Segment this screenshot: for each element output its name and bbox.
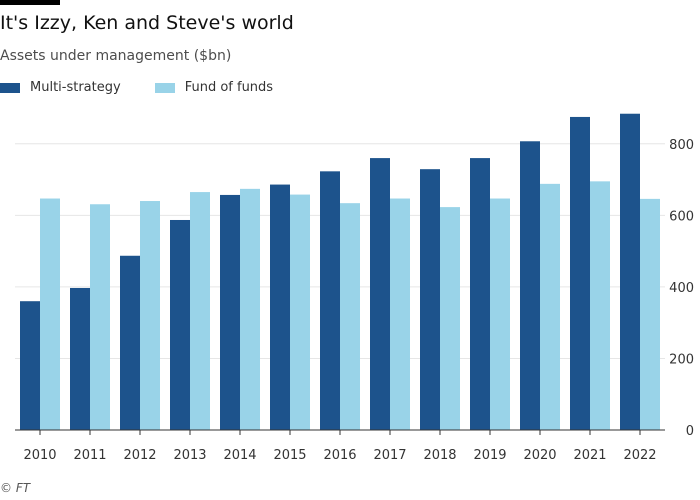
- legend-item-fund-of-funds: Fund of funds: [154, 80, 274, 95]
- y-tick-label-0: 0: [686, 424, 694, 439]
- x-tick-label-2011: 2011: [73, 448, 106, 463]
- bar-fund-of-funds-2019: [490, 198, 510, 430]
- x-tick-label-2018: 2018: [423, 448, 456, 463]
- bar-fund-of-funds-2011: [90, 204, 110, 430]
- y-tick-label-600: 600: [669, 209, 694, 224]
- legend-label-multi-strategy: Multi-strategy: [30, 80, 121, 95]
- bar-multi-strategy-2017: [370, 158, 390, 431]
- bar-fund-of-funds-2016: [340, 203, 360, 430]
- y-tick-label-400: 400: [669, 281, 694, 296]
- x-tick-label-2015: 2015: [273, 448, 306, 463]
- bar-multi-strategy-2019: [470, 158, 490, 431]
- y-tick-label-200: 200: [669, 352, 694, 367]
- bar-fund-of-funds-2021: [590, 181, 610, 430]
- x-tick-label-2013: 2013: [173, 448, 206, 463]
- bar-fund-of-funds-2014: [240, 188, 260, 430]
- x-tick-label-2022: 2022: [623, 448, 656, 463]
- chart-subtitle: Assets under management ($bn): [0, 48, 232, 64]
- bar-multi-strategy-2013: [170, 219, 190, 430]
- bar-multi-strategy-2022: [620, 113, 640, 431]
- x-tick-label-2017: 2017: [373, 448, 406, 463]
- bar-multi-strategy-2010: [20, 301, 40, 430]
- bar-fund-of-funds-2020: [540, 183, 560, 430]
- x-tick-label-2016: 2016: [323, 448, 356, 463]
- source-note: © FT: [0, 481, 31, 495]
- legend: Multi-strategy Fund of funds: [0, 80, 307, 95]
- bar-fund-of-funds-2010: [40, 198, 60, 430]
- legend-item-multi-strategy: Multi-strategy: [0, 80, 121, 95]
- x-tick-label-2021: 2021: [573, 448, 606, 463]
- bar-fund-of-funds-2012: [140, 201, 160, 430]
- legend-swatch-multi-strategy: [0, 82, 20, 93]
- bar-multi-strategy-2021: [570, 116, 590, 430]
- bar-fund-of-funds-2018: [440, 207, 460, 430]
- bar-multi-strategy-2020: [520, 141, 540, 431]
- bar-multi-strategy-2018: [420, 169, 440, 430]
- bar-multi-strategy-2016: [320, 171, 340, 430]
- x-tick-label-2014: 2014: [223, 448, 256, 463]
- x-tick-label-2020: 2020: [523, 448, 556, 463]
- bar-multi-strategy-2012: [120, 255, 140, 430]
- bar-fund-of-funds-2022: [640, 198, 660, 430]
- legend-swatch-fund-of-funds: [154, 82, 175, 93]
- chart-title: It's Izzy, Ken and Steve's world: [0, 12, 294, 34]
- bar-fund-of-funds-2013: [190, 192, 210, 430]
- x-tick-label-2019: 2019: [473, 448, 506, 463]
- x-tick-label-2010: 2010: [23, 448, 56, 463]
- bar-fund-of-funds-2015: [290, 194, 310, 430]
- bar-multi-strategy-2015: [270, 184, 290, 430]
- x-tick-label-2012: 2012: [123, 448, 156, 463]
- bar-multi-strategy-2014: [220, 194, 240, 430]
- bar-multi-strategy-2011: [70, 287, 90, 430]
- y-tick-label-800: 800: [669, 138, 694, 153]
- top-accent-bar: [0, 0, 60, 5]
- bar-fund-of-funds-2017: [390, 198, 410, 430]
- legend-label-fund-of-funds: Fund of funds: [184, 80, 274, 95]
